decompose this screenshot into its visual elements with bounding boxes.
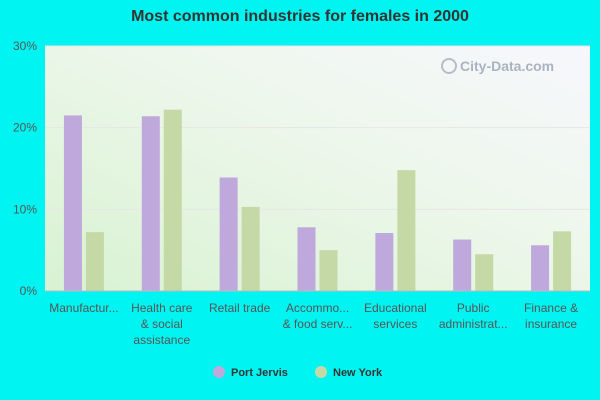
y-tick-label: 10%	[13, 202, 37, 216]
bar-new-york[interactable]	[85, 232, 104, 291]
x-category-label: Accommo...	[286, 301, 349, 315]
legend: Port Jervis New York	[213, 366, 383, 379]
bars	[63, 109, 572, 292]
x-category-label: & social	[141, 317, 183, 331]
y-tick-label: 30%	[13, 39, 37, 53]
legend-swatch	[213, 366, 225, 378]
watermark-text: City-Data.com	[460, 58, 554, 74]
x-category-label: assistance	[133, 333, 190, 347]
bar-new-york[interactable]	[553, 231, 572, 291]
bar-port-jervis[interactable]	[63, 115, 82, 292]
watermark: City-Data.com	[441, 58, 554, 74]
legend-swatch	[315, 366, 327, 378]
x-category-label: Public	[457, 301, 490, 315]
x-category-label: Educational	[364, 301, 427, 315]
bar-port-jervis[interactable]	[453, 239, 472, 291]
y-tick-label: 0%	[20, 284, 38, 298]
x-category-label: Retail trade	[209, 301, 271, 315]
bar-new-york[interactable]	[163, 109, 182, 291]
bar-port-jervis[interactable]	[141, 116, 160, 291]
x-category-label: services	[373, 317, 417, 331]
legend-label: Port Jervis	[231, 367, 288, 379]
bar-new-york[interactable]	[241, 206, 260, 291]
plot-background	[45, 46, 590, 291]
bar-port-jervis[interactable]	[375, 233, 394, 291]
x-category-label: Health care	[131, 301, 193, 315]
watermark-icon	[441, 58, 457, 74]
x-category-label: & food serv...	[283, 317, 353, 331]
x-category-label: Finance &	[524, 301, 578, 315]
bar-new-york[interactable]	[475, 254, 494, 291]
bar-new-york[interactable]	[397, 170, 416, 291]
x-axis-labels: Manufactur... Health care & social assistan…	[49, 301, 578, 347]
legend-label: New York	[333, 367, 383, 379]
bar-port-jervis[interactable]	[219, 177, 238, 291]
x-category-label: Manufactur...	[49, 301, 118, 315]
y-axis-labels: 0% 10% 20% 30%	[13, 39, 37, 298]
y-tick-label: 20%	[13, 121, 37, 135]
x-category-label: administrat...	[439, 317, 508, 331]
gridlines	[45, 45, 590, 210]
chart-title: Most common industries for females in 20…	[131, 8, 469, 25]
bar-port-jervis[interactable]	[297, 227, 316, 291]
bar-port-jervis[interactable]	[531, 245, 550, 291]
bar-new-york[interactable]	[319, 250, 338, 291]
x-category-label: insurance	[525, 317, 577, 331]
